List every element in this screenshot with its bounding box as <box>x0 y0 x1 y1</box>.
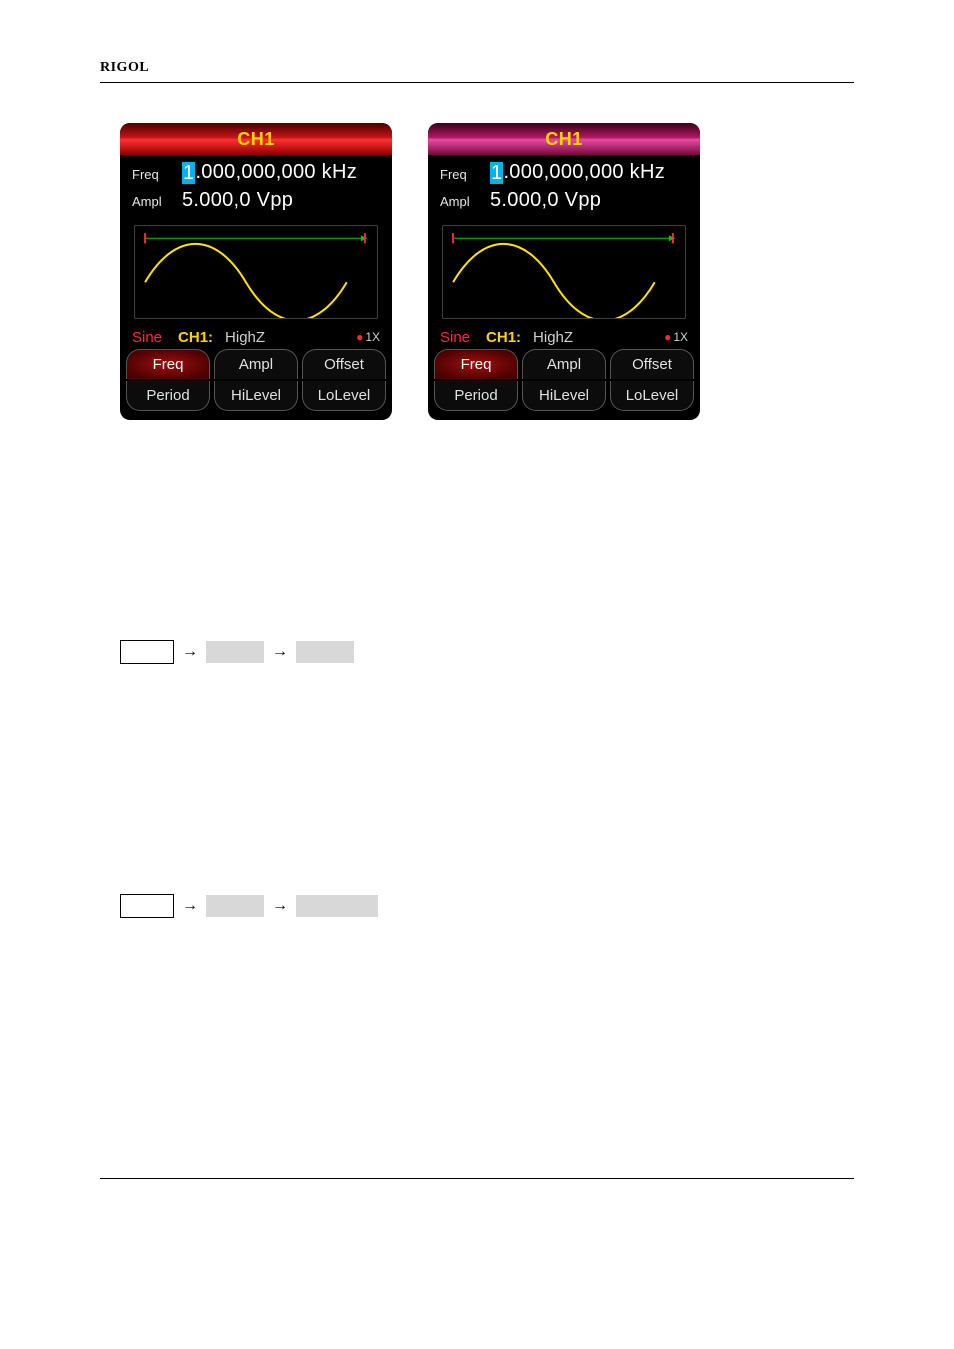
softkeys: Freq Ampl Offset Period HiLevel LoLevel <box>120 349 392 417</box>
softkey-ref <box>296 641 354 663</box>
status-channel: CH1: <box>178 329 213 346</box>
softkeys: Freq Ampl Offset Period HiLevel LoLevel <box>428 349 700 417</box>
footer-rule <box>100 1178 854 1188</box>
readout-row-freq: Freq 1.000,000,000 kHz <box>440 161 688 187</box>
softkey-ref <box>206 641 264 663</box>
instruction-line: → → <box>120 640 854 664</box>
status-phase: ● 1X <box>356 330 380 344</box>
readout-value-freq: 1.000,000,000 kHz <box>182 161 357 184</box>
readout-row-ampl: Ampl 5.000,0 Vpp <box>132 189 380 215</box>
channel-title: CH1 <box>120 123 392 155</box>
status-impedance: HighZ <box>533 329 573 346</box>
softkey-lolevel[interactable]: LoLevel <box>610 381 694 411</box>
phase-label: 1X <box>673 330 688 344</box>
status-row: Sine CH1: HighZ ● 1X <box>120 325 392 349</box>
readout-label: Freq <box>440 167 476 182</box>
readout-rest: .000,000,000 kHz <box>195 161 357 184</box>
softkey-offset[interactable]: Offset <box>302 349 386 379</box>
phase-label: 1X <box>365 330 380 344</box>
waveform-preview <box>134 225 378 319</box>
instruction-line: → → <box>120 894 854 918</box>
status-waveform-type: Sine <box>440 329 470 346</box>
readout-label: Freq <box>132 167 168 182</box>
readout-value-ampl: 5.000,0 Vpp <box>182 189 293 212</box>
hardkey <box>120 894 174 918</box>
softkey-lolevel[interactable]: LoLevel <box>302 381 386 411</box>
hardkey <box>120 640 174 664</box>
softkey-freq[interactable]: Freq <box>126 349 210 379</box>
cursor-digit: 1 <box>182 162 195 184</box>
softkey-period[interactable]: Period <box>434 381 518 411</box>
status-impedance: HighZ <box>225 329 265 346</box>
readouts: Freq 1.000,000,000 kHz Ampl 5.000,0 Vpp <box>428 155 700 221</box>
status-channel: CH1: <box>486 329 521 346</box>
softkey-ampl[interactable]: Ampl <box>522 349 606 379</box>
softkey-period[interactable]: Period <box>126 381 210 411</box>
readout-label: Ampl <box>132 194 168 209</box>
status-phase: ● 1X <box>664 330 688 344</box>
brand-header: RIGOL <box>100 60 854 83</box>
readout-value-freq: 1.000,000,000 kHz <box>490 161 665 184</box>
channel-title: CH1 <box>428 123 700 155</box>
softkey-offset[interactable]: Offset <box>610 349 694 379</box>
cursor-digit: 1 <box>490 162 503 184</box>
waveform-preview <box>442 225 686 319</box>
softkey-ampl[interactable]: Ampl <box>214 349 298 379</box>
phase-icon: ● <box>356 330 363 344</box>
arrow-icon: → <box>182 643 198 661</box>
readout-rest: 5.000,0 Vpp <box>490 189 601 212</box>
readout-label: Ampl <box>440 194 476 209</box>
softkey-freq[interactable]: Freq <box>434 349 518 379</box>
readout-row-freq: Freq 1.000,000,000 kHz <box>132 161 380 187</box>
readout-row-ampl: Ampl 5.000,0 Vpp <box>440 189 688 215</box>
device-screen-right: CH1 Freq 1.000,000,000 kHz Ampl 5.000,0 … <box>428 123 700 420</box>
softkey-ref <box>296 895 378 917</box>
readouts: Freq 1.000,000,000 kHz Ampl 5.000,0 Vpp <box>120 155 392 221</box>
status-waveform-type: Sine <box>132 329 162 346</box>
softkey-ref <box>206 895 264 917</box>
readout-rest: 5.000,0 Vpp <box>182 189 293 212</box>
screens-row: CH1 Freq 1.000,000,000 kHz Ampl 5.000,0 … <box>120 123 854 420</box>
softkey-hilevel[interactable]: HiLevel <box>214 381 298 411</box>
status-row: Sine CH1: HighZ ● 1X <box>428 325 700 349</box>
device-screen-left: CH1 Freq 1.000,000,000 kHz Ampl 5.000,0 … <box>120 123 392 420</box>
phase-icon: ● <box>664 330 671 344</box>
arrow-icon: → <box>272 897 288 915</box>
softkey-hilevel[interactable]: HiLevel <box>522 381 606 411</box>
arrow-icon: → <box>182 897 198 915</box>
readout-value-ampl: 5.000,0 Vpp <box>490 189 601 212</box>
readout-rest: .000,000,000 kHz <box>503 161 665 184</box>
arrow-icon: → <box>272 643 288 661</box>
